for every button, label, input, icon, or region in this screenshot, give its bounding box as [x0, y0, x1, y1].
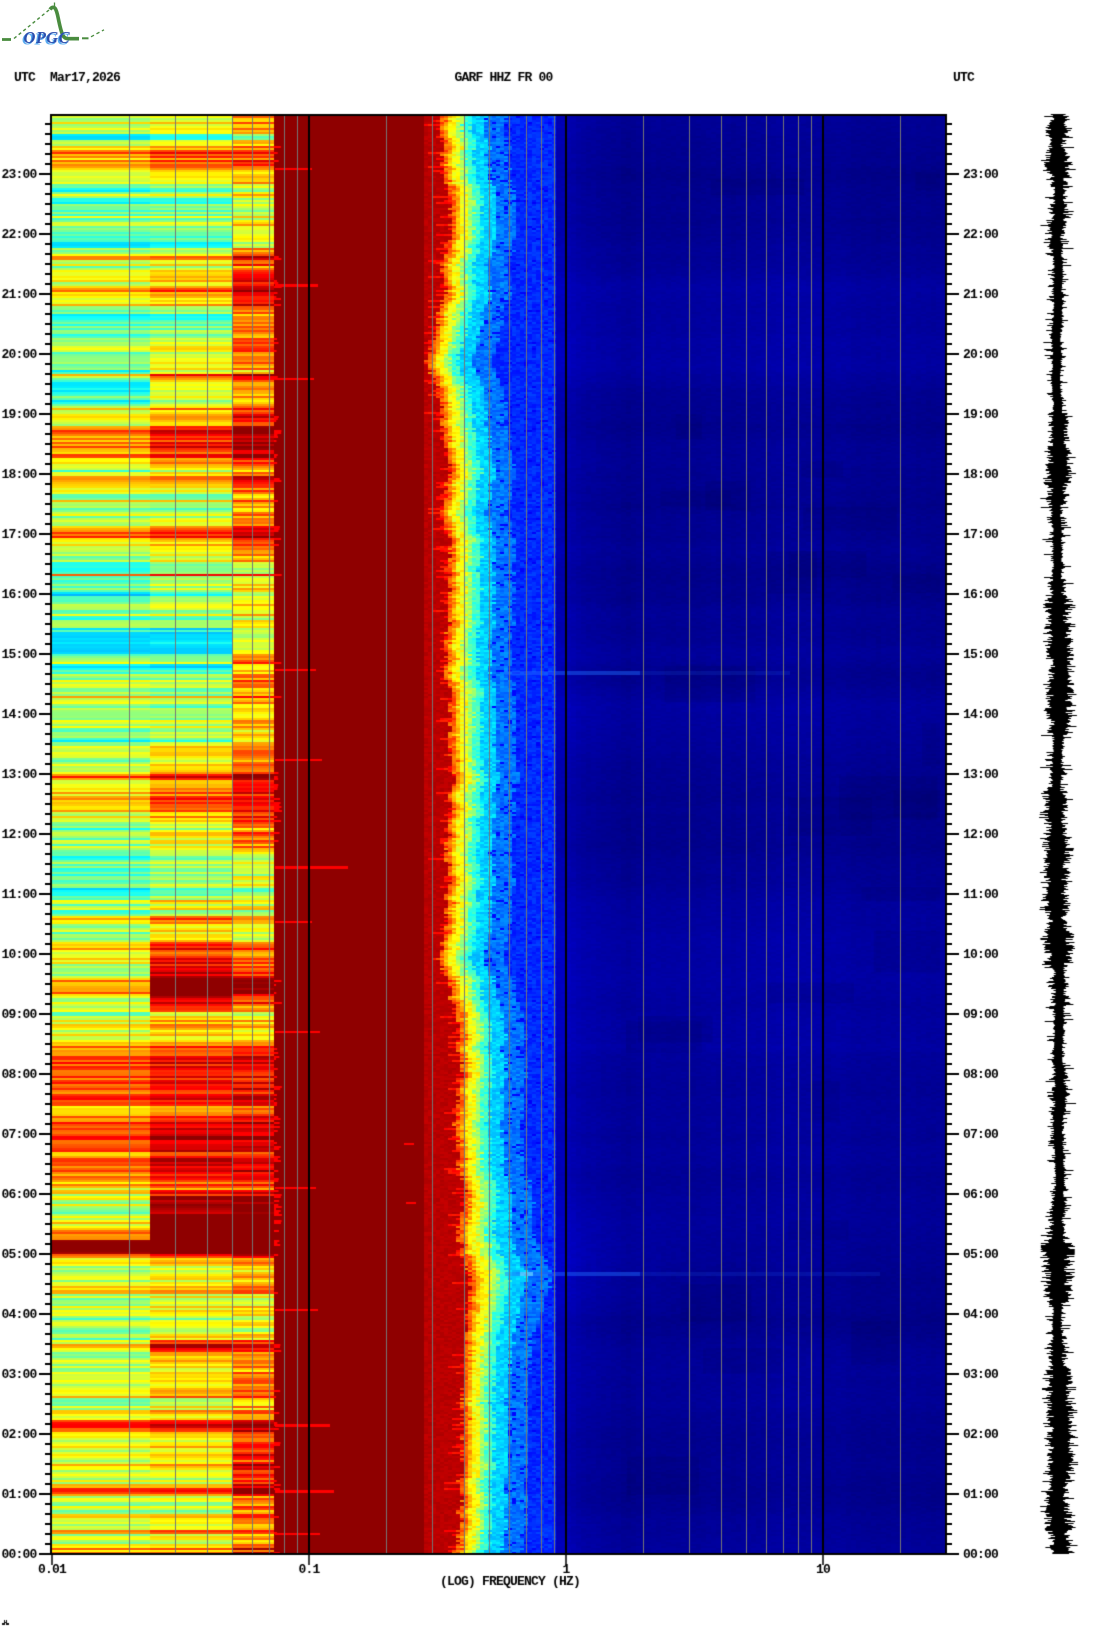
- svg-text:OPGC: OPGC: [24, 28, 71, 47]
- svg-text:OPGC: OPGC: [22, 30, 69, 49]
